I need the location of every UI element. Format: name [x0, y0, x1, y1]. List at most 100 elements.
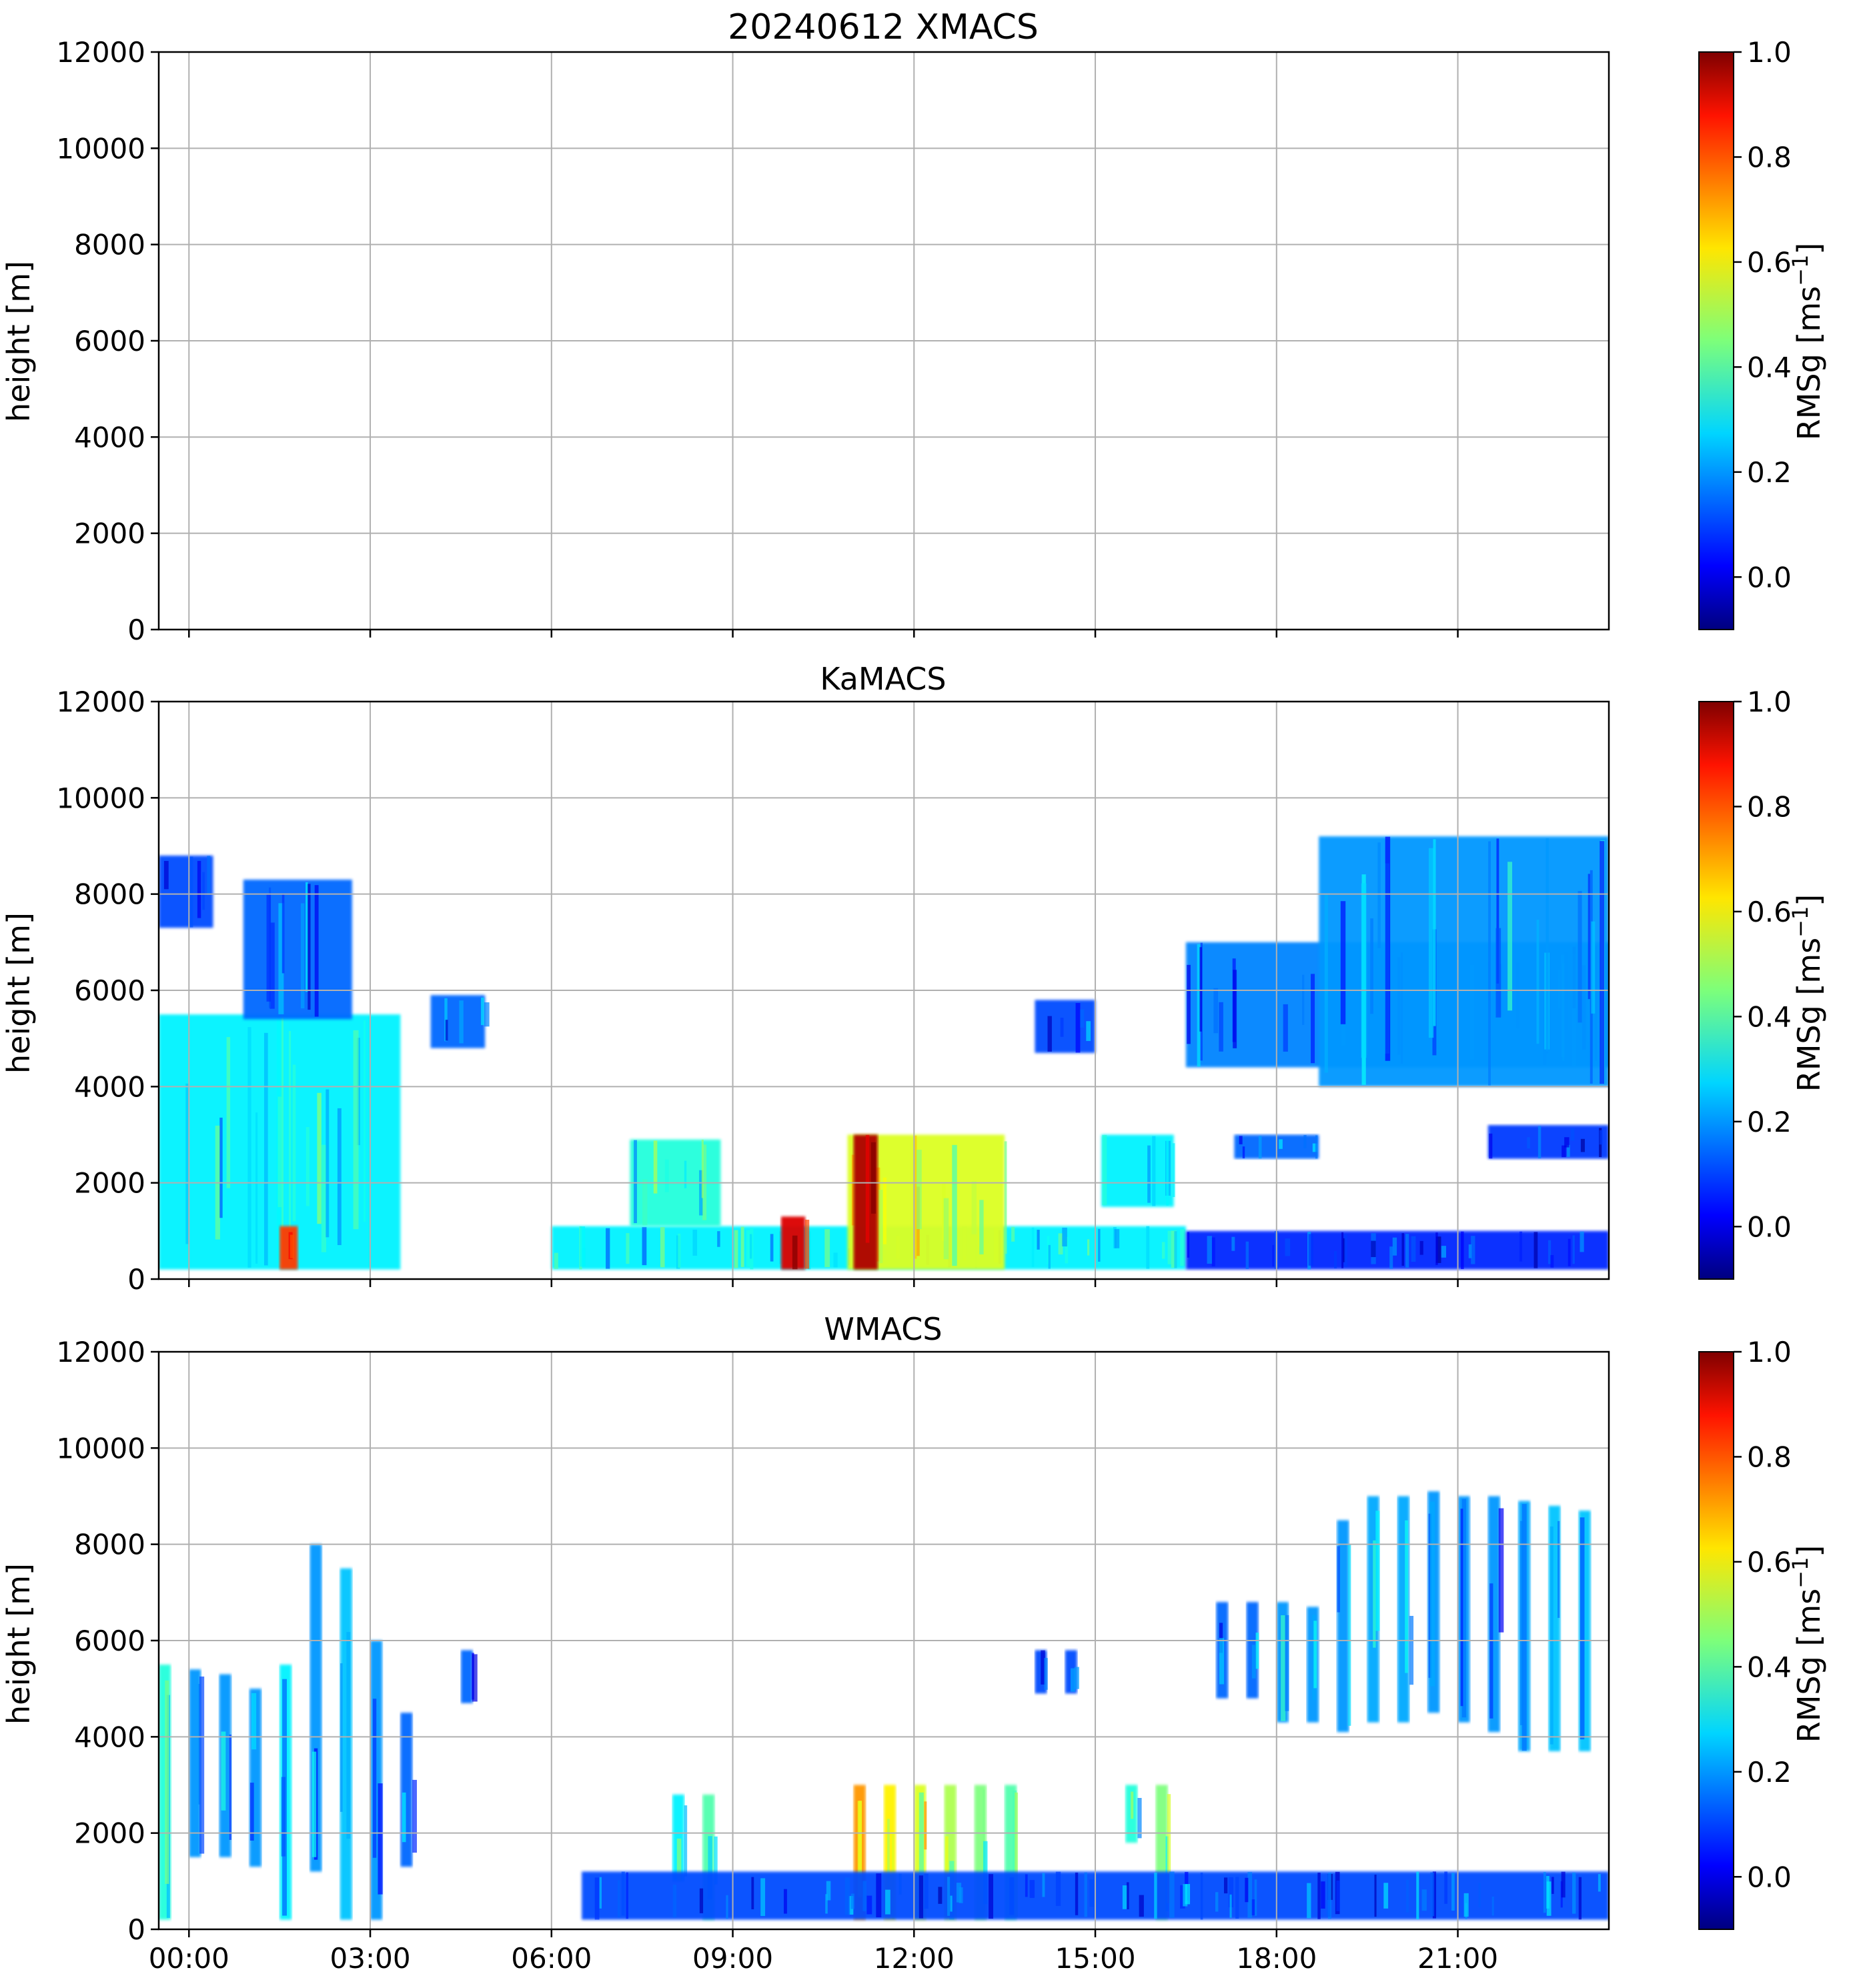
data-cell: [1548, 1240, 1552, 1264]
data-cell: [1599, 1130, 1603, 1145]
data-cell: [626, 1232, 630, 1264]
data-cell: [1495, 928, 1501, 1018]
data-cell: [1172, 1143, 1175, 1197]
data-cell: [989, 1874, 994, 1919]
data-cell: [1409, 1616, 1414, 1685]
data-cell: [599, 1877, 602, 1909]
data-cell: [305, 882, 308, 992]
colorbar-tick-label: 0.4: [1747, 1651, 1792, 1683]
data-cell: [1127, 1882, 1129, 1910]
y-tick-label: 10000: [56, 1432, 145, 1464]
data-cell: [378, 1783, 383, 1895]
data-cell: [642, 1179, 648, 1226]
data-cell: [726, 1895, 728, 1919]
data-cell: [1552, 1877, 1554, 1894]
data-cell: [1373, 1540, 1376, 1648]
data-cell: [289, 1234, 294, 1258]
data-cell: [1089, 1879, 1094, 1907]
data-cell: [221, 1731, 226, 1811]
data-cell: [950, 1895, 953, 1912]
colorbar-tick-label: 0.8: [1747, 1440, 1792, 1473]
y-tick-label: 0: [127, 1913, 145, 1946]
data-cell: [1319, 836, 1609, 1087]
data-cell: [1392, 1237, 1397, 1256]
data-cell: [1451, 1873, 1455, 1911]
data-cell: [1048, 1244, 1051, 1269]
data-cell: [945, 1836, 949, 1887]
data-cell: [1543, 1872, 1546, 1913]
data-cell: [1401, 1233, 1405, 1266]
colorbar-tick-label: 0.4: [1747, 351, 1792, 383]
data-cell: [1086, 1021, 1091, 1041]
data-cell: [243, 880, 352, 1020]
data-cell: [1161, 1242, 1165, 1259]
data-cell: [444, 998, 448, 1042]
data-cell: [1537, 1126, 1541, 1158]
data-cell: [278, 903, 284, 1014]
plot-area: 0 2000 4000 6000 8000 10000 12000 00:00 03:00 06:…: [56, 1336, 1610, 1975]
colorbar-tick-label: 1.0: [1747, 686, 1792, 718]
data-cell: [866, 1895, 872, 1915]
data-cell: [1344, 1234, 1348, 1267]
data-cell: [664, 1159, 669, 1192]
data-cell: [312, 1751, 317, 1857]
data-cell: [1302, 974, 1305, 1025]
data-cell: [430, 995, 486, 1048]
data-cell: [751, 1877, 754, 1909]
data-cell: [269, 922, 275, 1009]
data-cell: [717, 1231, 720, 1247]
data-cell: [1326, 1874, 1331, 1917]
data-cell: [1361, 883, 1367, 1058]
data-cell: [372, 1699, 377, 1858]
data-cell: [289, 1031, 291, 1259]
data-cell: [1488, 841, 1491, 1086]
data-cell: [1307, 1883, 1311, 1919]
data-cell: [1213, 988, 1219, 1034]
colorbar-tick-label: 0.0: [1747, 1210, 1792, 1243]
data-cell: [1432, 1871, 1437, 1919]
data-cell: [1550, 1254, 1554, 1268]
data-cell: [887, 1819, 890, 1919]
data-cell: [400, 1713, 413, 1867]
data-cell: [1600, 841, 1605, 1084]
data-cell: [1491, 1897, 1494, 1916]
data-cell: [938, 1887, 943, 1904]
data-cell: [481, 997, 484, 1026]
data-cell: [1389, 1246, 1393, 1269]
y-tick-label: 6000: [74, 325, 145, 357]
data-cell: [824, 1229, 830, 1267]
data-cell: [1315, 1135, 1318, 1159]
data-cell: [1029, 1880, 1035, 1898]
data-cell: [1075, 1872, 1079, 1915]
data-cell: [1122, 1885, 1128, 1909]
data-cell: [1374, 1875, 1377, 1917]
data-cell: [281, 894, 285, 974]
data-cell: [1343, 1238, 1345, 1262]
data-cell: [1167, 1230, 1172, 1264]
data-cell: [898, 1873, 902, 1895]
data-cell: [1065, 1236, 1069, 1264]
colorbar-label-exp: −1: [1788, 906, 1813, 938]
data-cell: [947, 1877, 951, 1916]
data-cell: [617, 1880, 620, 1918]
data-cell: [1251, 1899, 1255, 1915]
colorbar-label-exp: −1: [1788, 255, 1813, 286]
data-cell: [1139, 1895, 1144, 1917]
data-cell: [734, 1230, 738, 1268]
data-cell: [266, 893, 271, 1002]
colorbar-gradient: [1698, 701, 1734, 1280]
data-cell: [626, 1872, 629, 1919]
data-cell: [708, 1836, 712, 1899]
data-cell: [858, 1801, 862, 1896]
data-cell: [1185, 1884, 1191, 1905]
data-cell: [878, 1190, 883, 1264]
colorbar-label-text: RMSg [ms: [1791, 938, 1827, 1092]
x-tick-label: 18:00: [1236, 1942, 1317, 1975]
data-cell: [326, 1089, 330, 1238]
data-cell: [1429, 1501, 1435, 1687]
data-cell: [1047, 1016, 1052, 1052]
data-cell: [1247, 1872, 1253, 1918]
y-tick-label: 6000: [74, 974, 145, 1007]
data-cell: [1428, 848, 1434, 1038]
data-cell: [916, 1150, 922, 1230]
